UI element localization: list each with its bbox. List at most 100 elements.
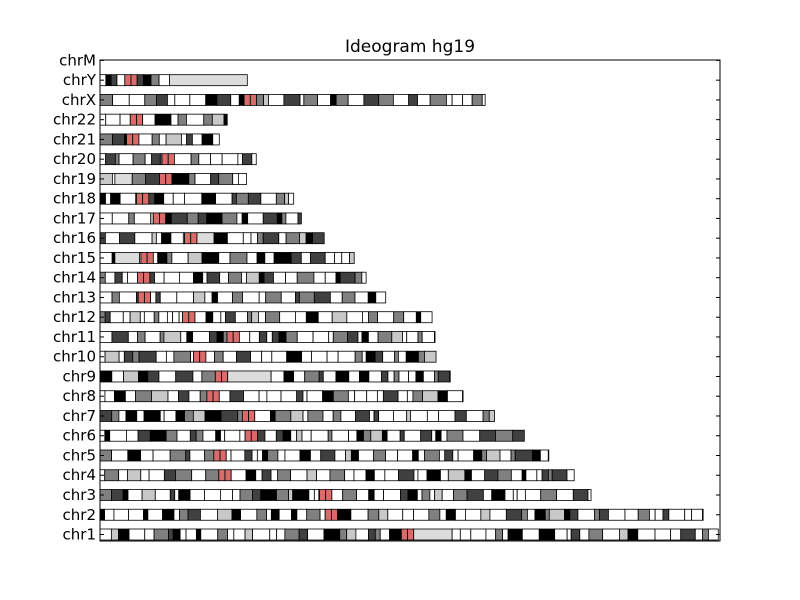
chr6-band-36 [431, 429, 437, 442]
chr2-band-30 [413, 508, 430, 521]
chr1-band-1 [110, 528, 119, 541]
chr7-band-28 [378, 410, 394, 422]
chrX-band-34 [471, 94, 483, 106]
chr1-band-12 [217, 528, 228, 541]
chr13-band-1 [111, 291, 120, 304]
chr1-band-43 [566, 528, 572, 541]
chr10-band-1 [104, 350, 120, 363]
chr7-band-36 [482, 410, 490, 422]
chromosome-chr10 [99, 350, 437, 363]
chr14-band-27 [354, 271, 363, 284]
chr1-band-54 [694, 528, 704, 541]
chr8-band-8 [188, 390, 201, 403]
chr2-band-44 [564, 508, 571, 521]
chr2-band-7 [173, 508, 180, 521]
chr5-band-37 [473, 449, 483, 462]
chr20-band-16 [241, 153, 253, 166]
chr19-band-6 [165, 173, 173, 185]
chr16-band-3 [134, 232, 153, 245]
chr14-band-23 [313, 271, 326, 284]
chromosome-chr4 [99, 469, 575, 482]
chr1-band-6 [168, 528, 174, 541]
chr3-band-44 [524, 489, 542, 501]
chr1-band-33 [451, 528, 461, 541]
chr7-band-12 [220, 410, 239, 422]
chr9-band-29 [434, 370, 439, 383]
chr3-band-16 [276, 489, 289, 501]
chr1-band-42 [554, 528, 568, 541]
chr12-band-14 [194, 311, 207, 324]
chr4-band-28 [413, 469, 419, 482]
chr1-band-16 [252, 528, 271, 541]
chr9-band-21 [368, 370, 382, 383]
chr2-band-11 [217, 508, 233, 521]
chr15-band-20 [309, 252, 326, 264]
chrY-band-1 [105, 74, 112, 87]
chr12-band-15 [205, 311, 214, 324]
chr1-band-2 [118, 528, 130, 541]
chr6-band-24 [310, 429, 329, 442]
chr2-band-21 [319, 508, 326, 521]
chr3-band-35 [434, 489, 443, 501]
chr11-band-35 [421, 331, 435, 343]
chr5-band-21 [310, 449, 322, 462]
chr2-band-38 [505, 508, 522, 521]
chr4-band-15 [261, 469, 272, 482]
chr14-band-24 [324, 271, 337, 284]
chrX-band-30 [429, 94, 447, 106]
chr2-band-39 [521, 508, 528, 521]
chr1-band-15 [244, 528, 253, 541]
chr9-band-9 [214, 370, 222, 383]
chr16-band-21 [305, 232, 313, 245]
chr17-band-6 [159, 212, 167, 225]
chr8-band-21 [322, 390, 334, 403]
chr7-band-5 [143, 410, 161, 422]
chr22-band-8 [177, 113, 187, 126]
y-axis-labels: chr1chr2chr3chr4chr5chr6chr7chr8chr9chr1… [53, 51, 97, 543]
chr6-band-43 [512, 429, 525, 442]
chr18-band-11 [184, 192, 203, 205]
chrX-band-32 [451, 94, 464, 106]
chr10-band-31 [405, 350, 419, 363]
chr5-band-6 [185, 449, 191, 462]
chr8-band-28 [397, 390, 408, 403]
chr11-band-32 [402, 331, 408, 343]
chr22-band-1 [105, 113, 121, 126]
y-tick-label-chr6: chr6 [63, 427, 96, 445]
chr16-band-19 [285, 232, 300, 245]
y-tick-label-chrM: chrM [59, 51, 96, 69]
chr5-band-41 [510, 449, 516, 462]
chr21-band-13 [212, 133, 220, 146]
chromosome-chr19 [99, 173, 247, 185]
chr1-band-14 [233, 528, 246, 541]
chr3-band-10 [204, 489, 221, 501]
chr7-band-37 [488, 410, 495, 422]
chr5-band-38 [481, 449, 487, 462]
chr12-band-19 [234, 311, 248, 324]
chr1-band-39 [507, 528, 523, 541]
chr19-band-7 [171, 173, 190, 185]
chrX-band-5 [167, 94, 176, 106]
chr1-band-37 [495, 528, 504, 541]
chr17-band-19 [285, 212, 299, 225]
chr16-band-22 [312, 232, 325, 245]
chr20-band-13 [210, 153, 223, 166]
chr4-band-27 [398, 469, 415, 482]
chr10-band-3 [123, 350, 134, 363]
chr1-band-27 [374, 528, 381, 541]
chr3-band-37 [453, 489, 468, 501]
chr8-band-31 [422, 390, 439, 403]
chr3-band-8 [178, 489, 191, 501]
chr1-band-4 [144, 528, 155, 541]
chr5-band-23 [334, 449, 346, 462]
chr5-band-45 [547, 449, 550, 462]
chr21-band-3 [126, 133, 134, 146]
chr4-band-20 [316, 469, 331, 482]
chr17-band-17 [276, 212, 283, 225]
chr3-band-31 [407, 489, 418, 501]
chr4-band-9 [205, 469, 220, 482]
chr8-band-24 [354, 390, 368, 403]
chr16-band-13 [226, 232, 244, 245]
chr15-band-13 [229, 252, 248, 264]
chr18-band-16 [247, 192, 262, 205]
